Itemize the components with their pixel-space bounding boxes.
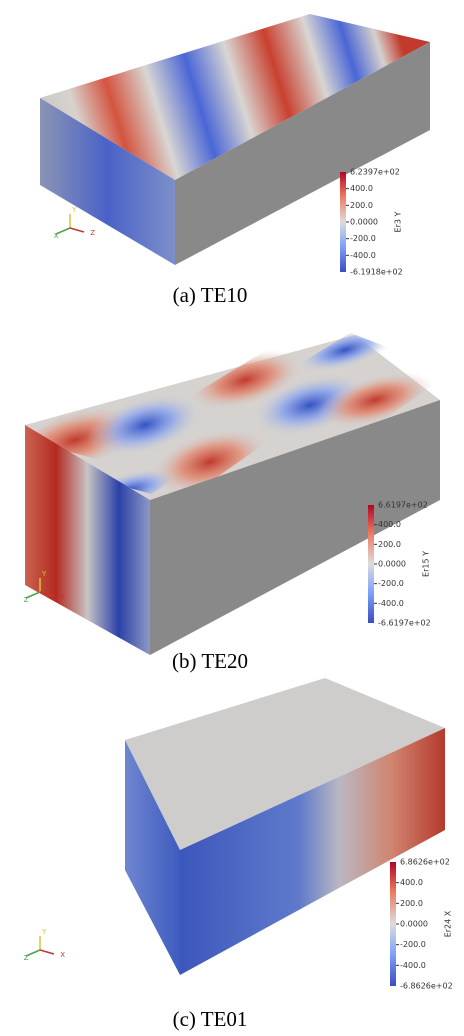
colorbar-label: -6.6197e+02 xyxy=(378,619,431,628)
caption: (a) TE10 xyxy=(173,283,248,307)
colorbar-label: 200.0 xyxy=(378,540,401,549)
colorbar-title: Er3 Y xyxy=(394,211,403,232)
axis-arrow xyxy=(70,228,84,232)
figure: 6.2397e+02 400.0 200.0 0.0000 -200.0 -400.0 -6… xyxy=(0,0,464,1036)
caption: (c) TE01 xyxy=(173,1007,248,1031)
colorbar-label: 200.0 xyxy=(350,201,373,210)
axis-arrow xyxy=(40,950,54,954)
colorbar-label: 400.0 xyxy=(350,184,373,193)
colorbar-label: -6.8626e+02 xyxy=(400,982,453,991)
colorbar-label: -400.0 xyxy=(400,961,426,970)
colorbar-label: -200.0 xyxy=(378,579,404,588)
colorbar xyxy=(368,505,374,623)
colorbar-label: 200.0 xyxy=(400,899,423,908)
colorbar-label: -200.0 xyxy=(350,234,376,243)
colorbar-label: 0.0000 xyxy=(350,218,378,227)
colorbar-title: Er24 X xyxy=(444,910,453,937)
colorbar-label: 6.2397e+02 xyxy=(350,168,400,177)
colorbar-label: 6.8626e+02 xyxy=(400,858,450,867)
axis-label: Y xyxy=(41,570,47,578)
colorbar-label: 0.0000 xyxy=(378,560,406,569)
colorbar-label: 6.6197e+02 xyxy=(378,501,428,510)
colorbar-label: -400.0 xyxy=(378,599,404,608)
colorbar-label: 400.0 xyxy=(378,520,401,529)
axis-label: Z xyxy=(90,229,95,237)
axis-label: X xyxy=(60,951,65,959)
axis-label: Y xyxy=(71,206,77,214)
panel: 6.2397e+02 400.0 200.0 0.0000 -200.0 -400.0 -6… xyxy=(40,14,430,307)
colorbar-label: -400.0 xyxy=(350,251,376,260)
axis-label: Y xyxy=(41,928,47,936)
colorbar-title: Er15 Y xyxy=(422,551,431,577)
panel: 6.8626e+02 400.0 200.0 0.0000 -200.0 -400.0 -6… xyxy=(24,678,453,1031)
panel: 6.6197e+02 400.0 200.0 0.0000 -200.0 -400.0 -6… xyxy=(0,319,440,673)
axis-label: Z xyxy=(24,596,29,604)
colorbar-label: 400.0 xyxy=(400,878,423,887)
axis-label: X xyxy=(54,232,59,240)
colorbar-label: -6.1918e+02 xyxy=(350,268,403,277)
axis-label: Z xyxy=(24,954,29,962)
colorbar-label: 0.0000 xyxy=(400,920,428,929)
caption: (b) TE20 xyxy=(172,649,248,673)
axis-label: X xyxy=(60,593,65,601)
colorbar xyxy=(340,172,346,272)
colorbar-label: -200.0 xyxy=(400,940,426,949)
colorbar xyxy=(390,862,396,986)
